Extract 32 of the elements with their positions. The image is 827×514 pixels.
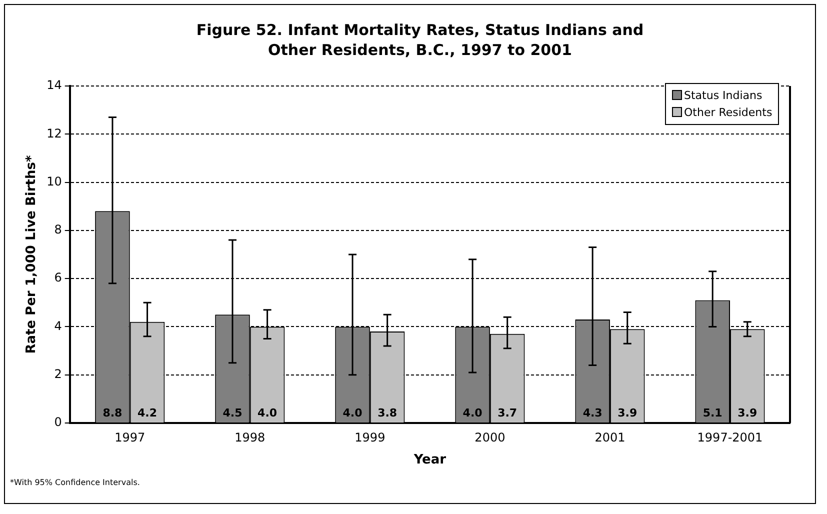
- x-tick-label: 2000: [474, 430, 506, 444]
- text: *With 95% Confidence Intervals.: [10, 478, 140, 487]
- data-label: 3.9: [738, 406, 758, 420]
- x-axis-title: Year: [412, 452, 447, 468]
- data-label: 4.0: [258, 406, 278, 420]
- x-tick-label: 1997-2001: [697, 430, 763, 444]
- data-label: 4.3: [582, 406, 602, 420]
- legend-label: Other Residents: [683, 105, 772, 121]
- data-label: 3.8: [378, 406, 398, 420]
- data-label: 3.7: [498, 406, 518, 420]
- y-tick-label: 0: [54, 415, 62, 430]
- legend-label: Status Indians: [683, 88, 764, 104]
- y-tick-label: 2: [54, 366, 62, 381]
- y-tick-label: 12: [46, 126, 62, 140]
- x-tick-label: 2001: [594, 430, 626, 444]
- x-tick-label: 1997: [114, 430, 146, 444]
- data-label: 8.8: [102, 406, 122, 420]
- data-label: 3.9: [618, 406, 638, 420]
- data-label: 5.1: [702, 406, 722, 420]
- data-label: 4.0: [342, 406, 363, 420]
- y-tick-label: 4: [54, 318, 62, 333]
- y-tick-label: 8: [54, 222, 62, 237]
- x-tick-label: 1999: [354, 430, 386, 444]
- data-label: 4.0: [462, 406, 483, 420]
- data-label: 4.2: [138, 406, 158, 420]
- y-tick-label: 10: [46, 174, 62, 188]
- y-tick-label: 6: [54, 270, 62, 285]
- y-tick-label: 14: [46, 78, 62, 92]
- x-tick-label: 1998: [234, 430, 266, 444]
- chart-title: Figure 52. Infant Mortality Rates, Status Indians and Other Residents, B.C., 1997 to 2001: [195, 20, 645, 60]
- y-axis-title: Rate Per 1,000 Live Births*: [24, 155, 40, 354]
- data-label: 4.5: [222, 406, 242, 420]
